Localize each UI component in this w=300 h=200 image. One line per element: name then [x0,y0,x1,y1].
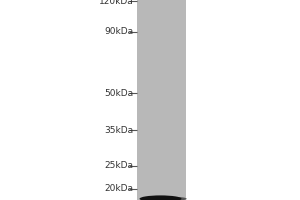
Text: 25kDa: 25kDa [104,161,134,170]
Bar [136,0,186,200]
Text: 50kDa: 50kDa [104,89,134,98]
Text: 90kDa: 90kDa [104,27,134,36]
Text: 20kDa: 20kDa [104,184,134,193]
Ellipse shape [164,197,187,200]
Ellipse shape [140,195,182,200]
Text: 35kDa: 35kDa [104,126,134,135]
Text: 120kDa: 120kDa [99,0,134,6]
